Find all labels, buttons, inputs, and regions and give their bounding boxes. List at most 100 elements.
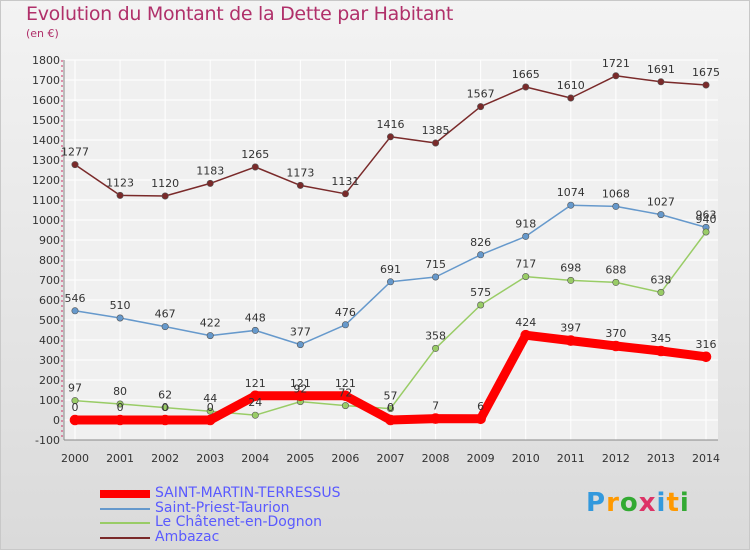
data-point	[567, 276, 575, 284]
data-label: 698	[560, 261, 581, 274]
data-label: 918	[515, 217, 536, 230]
legend-label-saint-priest: Saint-Priest-Taurion	[155, 500, 290, 516]
legend-label-chatenet: Le Châtenet-en-Dognon	[155, 514, 323, 530]
x-tick-label: 2008	[422, 452, 450, 465]
data-point	[386, 405, 394, 413]
x-tick-label: 2005	[286, 452, 314, 465]
data-point	[702, 81, 710, 89]
data-label: 0	[207, 401, 214, 414]
data-label: 1610	[557, 79, 585, 92]
data-point	[116, 191, 124, 199]
data-point	[71, 397, 79, 405]
legend-label-saint-martin: SAINT-MARTIN-TERRESSUS	[155, 485, 341, 501]
data-label: 80	[113, 385, 127, 398]
x-tick-label: 2011	[557, 452, 585, 465]
x-tick-label: 2009	[467, 452, 495, 465]
data-label: 1265	[241, 148, 269, 161]
data-label: 24	[248, 396, 262, 409]
data-label: 467	[155, 308, 176, 321]
data-label: 1173	[286, 166, 314, 179]
x-tick-label: 2007	[377, 452, 405, 465]
data-point	[520, 329, 532, 341]
data-label: 1183	[196, 164, 224, 177]
data-label: 476	[335, 306, 356, 319]
data-point	[477, 301, 485, 309]
data-point	[522, 83, 530, 91]
data-point	[71, 307, 79, 315]
data-label: 688	[605, 263, 626, 276]
y-tick-label: 1700	[32, 74, 60, 87]
legend-swatch-saint-martin	[100, 490, 150, 498]
data-point	[296, 341, 304, 349]
data-point	[161, 192, 169, 200]
data-label: 1721	[602, 57, 630, 70]
x-tick-label: 2004	[241, 452, 269, 465]
data-point	[295, 390, 306, 402]
chart-unit: (en €)	[26, 27, 59, 40]
proxiti-logo: Proxiti	[586, 488, 690, 518]
data-label: 370	[605, 327, 626, 340]
data-label: 546	[65, 292, 86, 305]
y-tick-label: 600	[39, 294, 60, 307]
data-label: 510	[110, 299, 131, 312]
data-point	[657, 211, 665, 219]
data-label: 691	[380, 263, 401, 276]
y-tick-label: 1600	[32, 94, 60, 107]
y-tick-label: 400	[39, 334, 60, 347]
data-label: 638	[650, 273, 671, 286]
data-point	[251, 326, 259, 334]
y-tick-label: 1100	[32, 194, 60, 207]
data-point	[341, 321, 349, 329]
x-tick-label: 2010	[512, 452, 540, 465]
data-point	[612, 72, 620, 80]
data-label: 57	[384, 390, 398, 403]
data-label: 0	[387, 401, 394, 414]
y-tick-label: 200	[39, 374, 60, 387]
data-label: 963	[696, 208, 717, 221]
data-label: 1131	[331, 175, 359, 188]
data-point	[296, 181, 304, 189]
y-tick-label: 1400	[32, 134, 60, 147]
y-tick-label: 900	[39, 234, 60, 247]
y-tick-label: 1800	[32, 54, 60, 67]
data-label: 121	[335, 377, 356, 390]
data-point	[700, 351, 712, 363]
data-point	[159, 414, 171, 426]
data-label: 1123	[106, 176, 134, 189]
data-label: 1675	[692, 66, 720, 79]
data-point	[340, 390, 351, 402]
y-tick-label: 1000	[32, 214, 60, 227]
data-label: 72	[338, 387, 352, 400]
data-label: 121	[245, 377, 266, 390]
data-label: 7	[432, 400, 439, 413]
data-point	[432, 344, 440, 352]
data-point	[567, 201, 575, 209]
x-tick-label: 2000	[61, 452, 89, 465]
data-point	[341, 402, 349, 410]
data-label: 1665	[512, 68, 540, 81]
data-point	[612, 278, 620, 286]
data-label: 1691	[647, 63, 675, 76]
y-tick-label: 800	[39, 254, 60, 267]
data-point	[386, 278, 394, 286]
x-tick-label: 2013	[647, 452, 675, 465]
data-label: 940	[696, 213, 717, 226]
data-label: 1416	[377, 118, 405, 131]
data-point	[69, 414, 81, 426]
data-label: 358	[425, 329, 446, 342]
data-point	[206, 179, 214, 187]
legend-swatch-ambazac	[100, 537, 150, 539]
y-tick-label: 1300	[32, 154, 60, 167]
data-label: 44	[203, 392, 217, 405]
chart-title: Evolution du Montant de la Dette par Hab…	[26, 3, 454, 25]
data-point	[522, 232, 530, 240]
y-tick-label: 300	[39, 354, 60, 367]
legend-label-ambazac: Ambazac	[155, 529, 220, 545]
data-label: 92	[293, 383, 307, 396]
x-tick-label: 2001	[106, 452, 134, 465]
x-tick-label: 2012	[602, 452, 630, 465]
data-label: 0	[162, 401, 169, 414]
data-point	[522, 273, 530, 281]
data-label: 0	[72, 401, 79, 414]
